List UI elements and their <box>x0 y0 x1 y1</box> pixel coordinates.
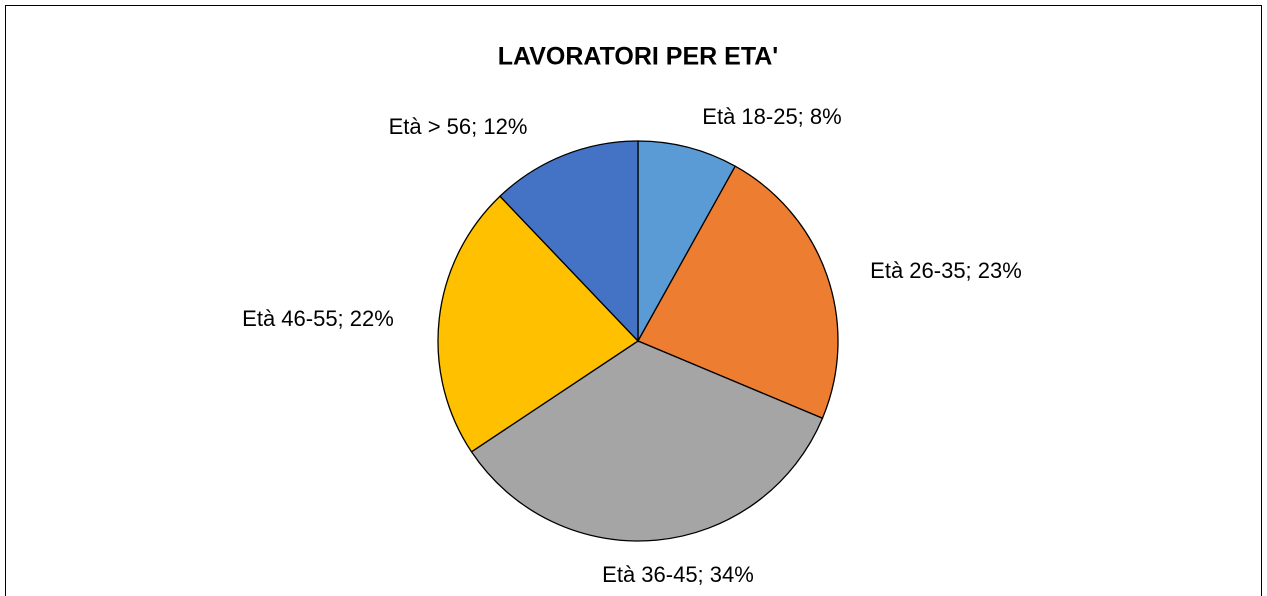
pie-slice <box>637 140 737 344</box>
data-label: Età 26-35; 23% <box>870 258 1022 283</box>
data-label: Età 18-25; 8% <box>702 104 841 129</box>
pie-slice <box>637 165 839 420</box>
data-label: Età 36-45; 34% <box>602 562 754 587</box>
data-label: Età 46-55; 22% <box>242 306 394 331</box>
pie-slice <box>470 340 824 542</box>
pie-slice <box>437 195 640 453</box>
pie-slice <box>499 140 639 343</box>
data-label: Età > 56; 12% <box>389 114 528 139</box>
chart-title: LAVORATORI PER ETA' <box>498 43 779 71</box>
